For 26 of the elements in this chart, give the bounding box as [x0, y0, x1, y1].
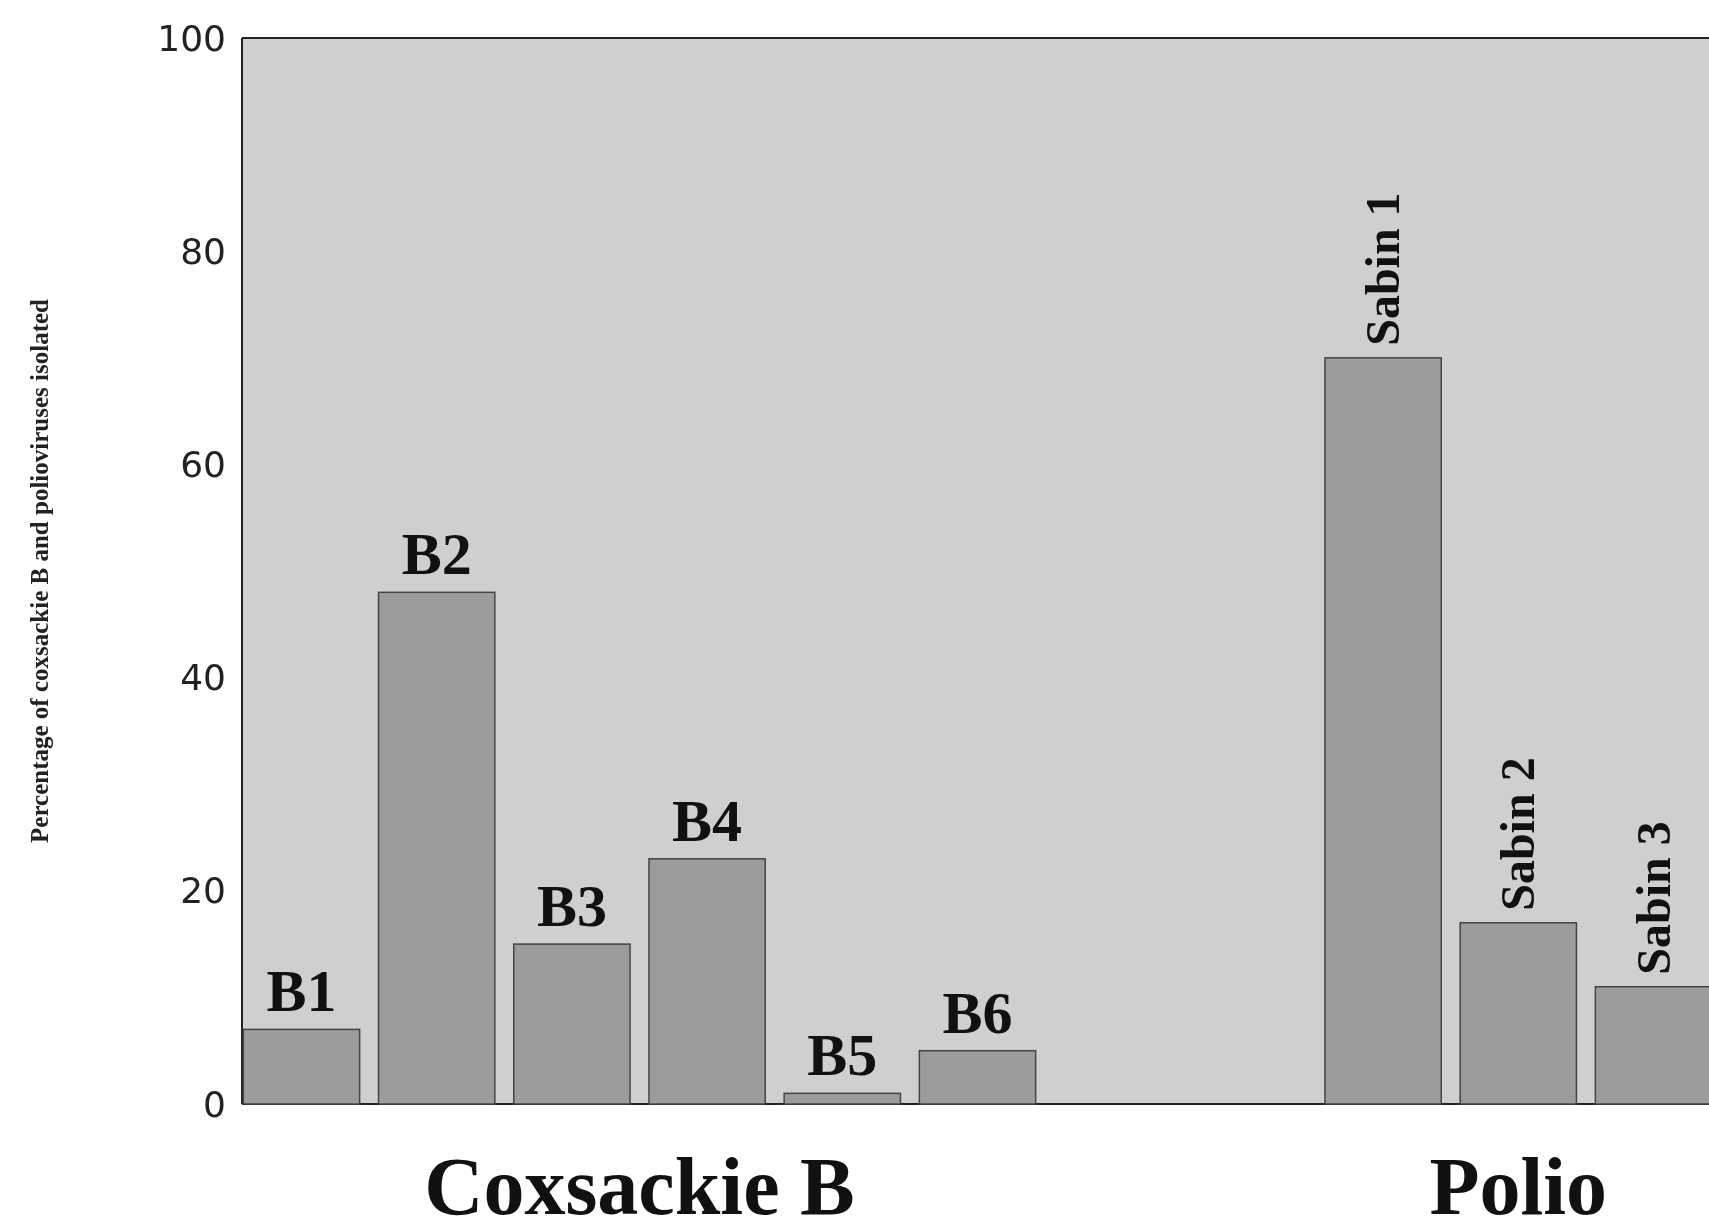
bar [1324, 357, 1442, 1105]
y-tick-label: 80 [180, 230, 226, 272]
y-tick-label: 100 [157, 17, 226, 59]
bar [242, 1028, 361, 1105]
y-axis-title: Percentage of coxsackie B and polioviruses isolated [26, 298, 53, 843]
y-tick-label: 60 [180, 444, 226, 485]
bar [1459, 922, 1578, 1105]
y-tick-label: 20 [180, 870, 226, 912]
x-tick-label: Sabin 2 [1491, 757, 1545, 911]
x-tick-label: Sabin 1 [1356, 192, 1410, 346]
x-tick-label: B1 [266, 958, 337, 1025]
bar [377, 591, 496, 1105]
x-tick-label: Sabin 3 [1626, 821, 1680, 975]
bar [918, 1049, 1037, 1105]
x-tick-label: B2 [401, 521, 472, 588]
x-tick-label: B3 [536, 873, 607, 940]
bar [783, 1092, 902, 1105]
bar [648, 858, 766, 1105]
x-tick-label: B6 [942, 979, 1013, 1046]
y-tick-label: 40 [180, 657, 226, 699]
text: Coxsackie B [424, 1141, 855, 1228]
text: Polio [1429, 1141, 1608, 1228]
x-tick-label: B5 [807, 1022, 878, 1089]
bar [513, 943, 631, 1105]
y-tick-label: 0 [203, 1083, 226, 1125]
x-tick-label: B4 [672, 787, 743, 854]
